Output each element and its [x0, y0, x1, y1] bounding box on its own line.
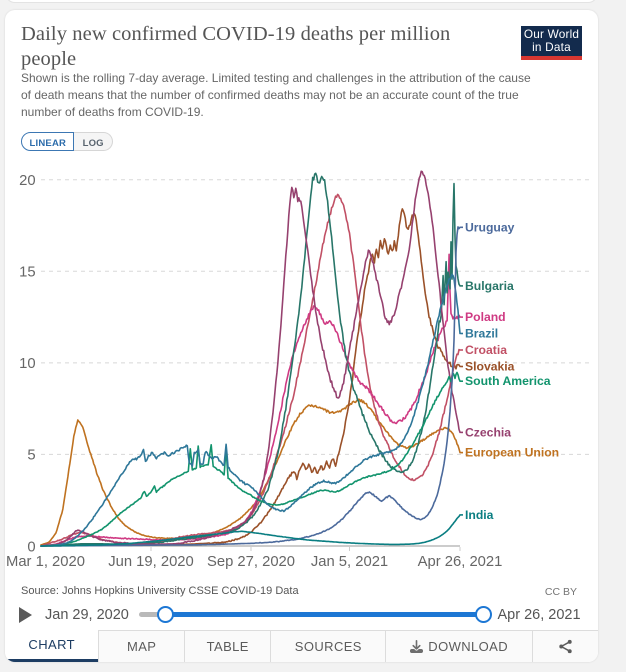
svg-text:Uruguay: Uruguay	[465, 220, 515, 234]
svg-text:Bulgaria: Bulgaria	[465, 279, 514, 293]
svg-text:Jan 5, 2021: Jan 5, 2021	[311, 554, 388, 570]
svg-text:Sep 27, 2020: Sep 27, 2020	[207, 554, 295, 570]
svg-text:Poland: Poland	[465, 310, 506, 324]
svg-text:5: 5	[27, 448, 35, 464]
svg-text:Slovakia: Slovakia	[465, 360, 515, 374]
svg-text:South America: South America	[465, 374, 551, 388]
svg-text:15: 15	[19, 265, 35, 281]
svg-text:20: 20	[19, 173, 35, 189]
svg-text:Mar 1, 2020: Mar 1, 2020	[6, 554, 85, 570]
svg-text:Brazil: Brazil	[465, 327, 498, 341]
svg-text:0: 0	[27, 539, 35, 555]
svg-text:Czechia: Czechia	[465, 425, 511, 439]
svg-text:India: India	[465, 508, 494, 522]
svg-text:Apr 26, 2021: Apr 26, 2021	[418, 554, 503, 570]
svg-text:10: 10	[19, 356, 35, 372]
svg-text:Croatia: Croatia	[465, 343, 507, 357]
svg-text:European Union: European Union	[465, 446, 559, 460]
svg-text:Jun 19, 2020: Jun 19, 2020	[108, 554, 194, 570]
